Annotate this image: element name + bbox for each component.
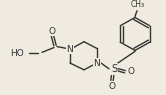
Text: HO: HO	[10, 49, 24, 58]
Text: O: O	[127, 67, 134, 76]
Text: N: N	[67, 45, 73, 54]
Text: CH₃: CH₃	[131, 0, 145, 9]
Text: S: S	[111, 64, 117, 74]
Text: O: O	[48, 27, 55, 36]
Text: N: N	[94, 59, 100, 68]
Text: O: O	[109, 82, 116, 91]
